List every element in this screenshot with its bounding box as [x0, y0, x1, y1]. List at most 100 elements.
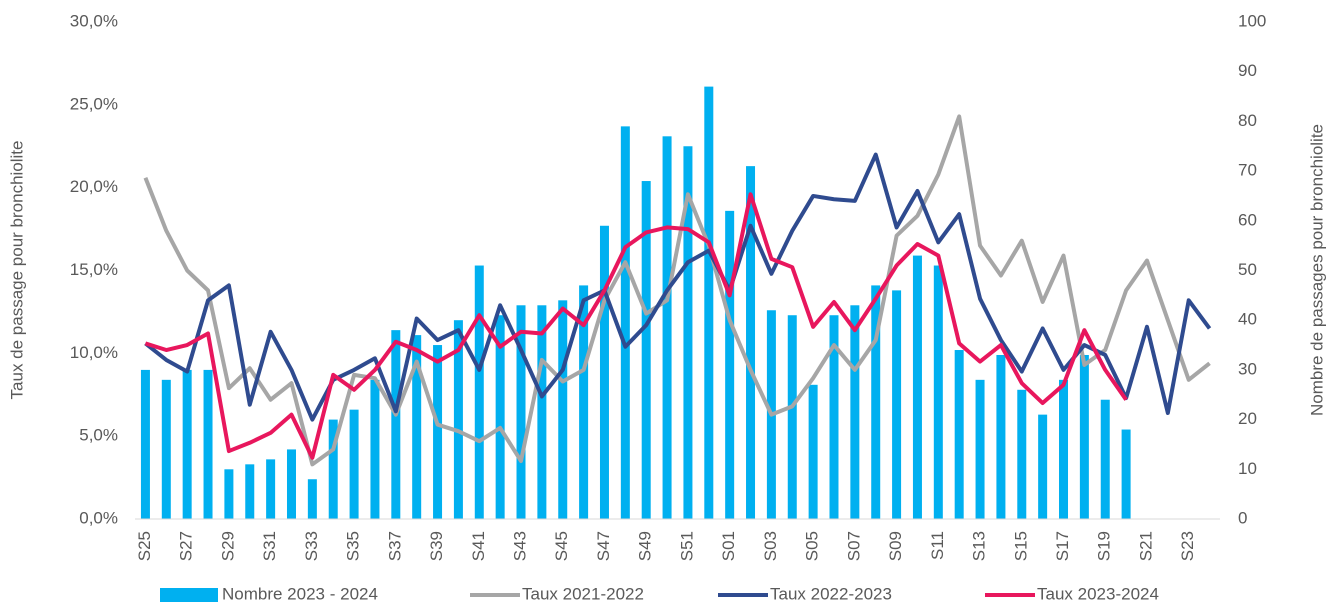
bar — [620, 126, 630, 520]
bar — [328, 419, 338, 519]
bar — [474, 265, 484, 519]
x-tick-label: S25 — [135, 531, 154, 561]
x-tick-label: S49 — [636, 531, 655, 561]
bar — [245, 464, 255, 519]
x-tick-label: S29 — [218, 531, 237, 561]
bar — [746, 166, 756, 519]
y-tick-label: 0,0% — [79, 508, 118, 527]
bar — [599, 225, 609, 519]
y-tick-label: 25,0% — [70, 94, 118, 113]
bar — [787, 315, 797, 519]
y2-tick-label: 90 — [1238, 61, 1257, 80]
y2-tick-label: 80 — [1238, 111, 1257, 130]
x-tick-label: S27 — [177, 531, 196, 561]
legend-swatch — [160, 588, 218, 602]
x-tick-label: S35 — [344, 531, 363, 561]
bar — [1100, 399, 1110, 519]
bar — [453, 320, 463, 519]
y-axis-title: Taux de passage pour bronchiolite — [7, 141, 26, 400]
x-tick-label: S15 — [1011, 531, 1030, 561]
bar — [140, 369, 150, 519]
y2-tick-label: 40 — [1238, 310, 1257, 329]
x-tick-label: S39 — [427, 531, 446, 561]
bar — [433, 345, 443, 519]
y2-tick-label: 20 — [1238, 409, 1257, 428]
bar — [266, 459, 276, 519]
x-tick-label: S13 — [970, 531, 989, 561]
bar — [641, 181, 651, 520]
y2-tick-label: 60 — [1238, 210, 1257, 229]
bar — [224, 469, 234, 519]
bar — [161, 379, 171, 519]
x-tick-label: S07 — [844, 531, 863, 561]
line — [144, 152, 1212, 422]
x-tick-label: S37 — [385, 531, 404, 561]
bar — [412, 335, 422, 519]
x-tick-label: S51 — [677, 531, 696, 561]
bar — [516, 305, 526, 519]
x-tick-label: S45 — [552, 531, 571, 561]
x-tick-label: S03 — [761, 531, 780, 561]
y-tick-label: 10,0% — [70, 343, 118, 362]
bar — [182, 369, 192, 519]
x-tick-label: S11 — [928, 531, 947, 560]
legend-label: Taux 2021-2022 — [522, 584, 644, 603]
bar — [954, 350, 964, 519]
bar — [683, 146, 693, 519]
y2-axis-title: Nombre de passages pour bronchiolite — [1307, 124, 1326, 416]
y-tick-label: 5,0% — [79, 426, 118, 445]
bar — [307, 479, 317, 519]
bar — [286, 449, 296, 519]
bar — [203, 369, 213, 519]
bar — [349, 409, 359, 519]
bar — [975, 379, 985, 519]
line — [143, 114, 1211, 467]
x-tick-label: S23 — [1178, 531, 1197, 561]
y2-tick-label: 70 — [1238, 161, 1257, 180]
x-tick-label: S41 — [469, 531, 488, 561]
x-tick-label: S09 — [886, 531, 905, 561]
legend-label: Nombre 2023 - 2024 — [222, 584, 378, 603]
y-tick-label: 20,0% — [70, 177, 118, 196]
bar — [996, 354, 1006, 519]
bar — [808, 384, 818, 519]
bar — [933, 265, 943, 519]
bar — [1079, 354, 1089, 519]
bar — [1059, 379, 1069, 519]
legend-label: Taux 2022-2023 — [770, 584, 892, 603]
y2-tick-label: 100 — [1238, 11, 1266, 30]
bar — [537, 305, 547, 519]
bar — [579, 285, 589, 519]
bar — [495, 315, 505, 519]
bar — [1017, 389, 1027, 519]
bar — [558, 300, 568, 519]
x-tick-label: S19 — [1095, 531, 1114, 561]
bar — [370, 379, 380, 519]
y2-tick-label: 10 — [1238, 459, 1257, 478]
bar — [829, 315, 839, 519]
y2-tick-label: 50 — [1238, 260, 1257, 279]
y-tick-label: 15,0% — [70, 260, 118, 279]
bar — [391, 330, 401, 519]
bar — [1121, 429, 1131, 519]
x-tick-label: S05 — [803, 531, 822, 561]
x-tick-label: S01 — [719, 531, 738, 561]
bar — [1038, 414, 1048, 519]
bar — [704, 86, 714, 520]
bar — [850, 305, 860, 519]
x-tick-label: S47 — [594, 531, 613, 561]
bar — [871, 285, 881, 519]
bar — [725, 210, 735, 520]
bar — [662, 136, 672, 519]
bar — [912, 255, 922, 519]
y2-tick-label: 30 — [1238, 359, 1257, 378]
x-tick-label: S21 — [1136, 531, 1155, 561]
x-tick-label: S31 — [260, 531, 279, 561]
x-tick-label: S17 — [1053, 531, 1072, 561]
line — [144, 192, 1128, 460]
bar — [892, 290, 902, 519]
legend-label: Taux 2023-2024 — [1037, 584, 1159, 603]
y-tick-label: 30,0% — [70, 11, 118, 30]
x-tick-label: S43 — [510, 531, 529, 561]
